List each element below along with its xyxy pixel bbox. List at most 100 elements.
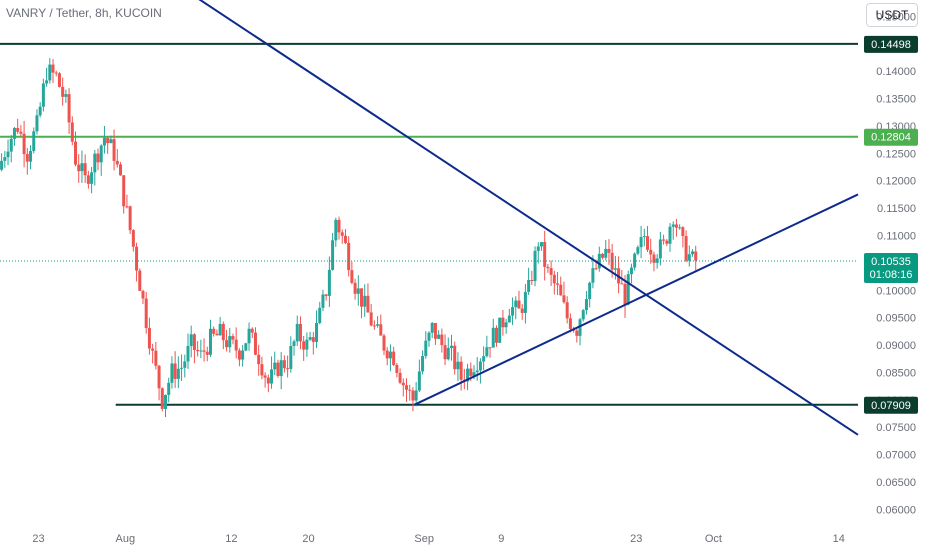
candle-body (215, 333, 219, 336)
candle-body (205, 351, 209, 355)
y-tick-label: 0.07000 (876, 450, 916, 462)
candle-body (9, 138, 13, 152)
candle-body (475, 370, 479, 373)
candle-body (405, 385, 409, 390)
candle-body (22, 133, 26, 155)
candle-body (552, 274, 556, 284)
candle-body (199, 350, 203, 352)
candle-body (64, 94, 68, 97)
candle-body (48, 64, 52, 81)
candle-body (212, 328, 216, 334)
candle-body (38, 106, 42, 116)
x-tick-label: Aug (116, 533, 136, 545)
candle-body (584, 299, 588, 311)
candle-body (115, 160, 119, 165)
candle-body (372, 325, 376, 327)
candle-body (636, 247, 640, 254)
currency-button[interactable]: USDT (866, 3, 918, 27)
x-tick-label: 9 (498, 533, 504, 545)
candle-body (57, 73, 61, 87)
candle-body (363, 295, 367, 307)
candle-body (321, 294, 325, 308)
candle-body (597, 253, 601, 269)
candle-body (183, 361, 187, 368)
candle-body (163, 394, 167, 409)
candle-body (591, 268, 595, 283)
candle-body (623, 283, 627, 305)
candle-body (128, 206, 132, 231)
candle-body (154, 350, 158, 366)
candle-body (96, 153, 100, 163)
candle-body (102, 137, 106, 146)
y-tick-label: 0.10000 (876, 285, 916, 297)
candle-body (687, 254, 691, 261)
y-tick-label: 0.09500 (876, 313, 916, 325)
candle-body (369, 312, 373, 326)
candle-body (629, 267, 633, 275)
candle-body (305, 339, 309, 350)
candle-body (681, 227, 685, 237)
candle-body (649, 249, 653, 255)
candle-body (318, 307, 322, 324)
candle-body (639, 237, 643, 248)
y-tick-label: 0.12500 (876, 148, 916, 160)
candle-body (225, 340, 229, 348)
candle-body (234, 339, 238, 351)
candle-body (613, 268, 617, 270)
candle-body (80, 163, 84, 172)
candle-body (106, 137, 110, 144)
candle-body (282, 360, 286, 369)
candle-body (556, 283, 560, 285)
candle-body (6, 151, 10, 158)
candle-body (662, 239, 666, 241)
candle-body (35, 115, 39, 132)
candle-body (449, 345, 453, 348)
candle-body (186, 346, 190, 362)
candle-body (549, 268, 553, 275)
candle-body (601, 253, 605, 258)
candle-body (250, 328, 254, 333)
candle-body (668, 226, 672, 244)
candle-body (360, 288, 364, 307)
candle-body (311, 337, 315, 342)
candle-body (221, 323, 225, 341)
candle-body (112, 139, 116, 161)
candle-body (433, 322, 437, 339)
candle-body (401, 382, 405, 386)
candle-body (99, 145, 103, 163)
candle-body (16, 127, 20, 132)
candle-body (3, 157, 7, 161)
candle-body (308, 337, 312, 340)
candle-body (45, 80, 49, 84)
candle-body (665, 240, 669, 244)
candle-body (237, 350, 241, 360)
candle-body (674, 224, 678, 228)
candle-body (575, 330, 579, 336)
level-price-badge (864, 396, 918, 414)
level-price-badge-text: 0.12804 (871, 132, 911, 144)
candle-body (228, 336, 232, 348)
candle-body (633, 253, 637, 268)
y-tick-label: 0.08500 (876, 367, 916, 379)
candle-body (414, 390, 418, 401)
candle-body (562, 295, 566, 303)
candle-body (12, 127, 16, 139)
descending-trendline[interactable] (0, 0, 859, 436)
x-tick-label: 14 (833, 533, 845, 545)
candle-body (208, 328, 212, 355)
y-tick-label: 0.15000 (876, 11, 916, 23)
chart-title: VANRY / Tether, 8h, KUCOIN (6, 6, 162, 20)
candle-body (160, 388, 164, 409)
ascending-trendline[interactable] (414, 193, 859, 406)
y-tick-label: 0.12000 (876, 176, 916, 188)
x-tick-label: Sep (414, 533, 434, 545)
y-tick-label: 0.07500 (876, 422, 916, 434)
candle-body (273, 362, 277, 370)
x-tick-label: 23 (32, 533, 44, 545)
candle-body (331, 240, 335, 270)
candle-body (578, 319, 582, 336)
candle-body (292, 341, 296, 346)
candle-body (298, 323, 302, 342)
candle-body (440, 334, 444, 346)
